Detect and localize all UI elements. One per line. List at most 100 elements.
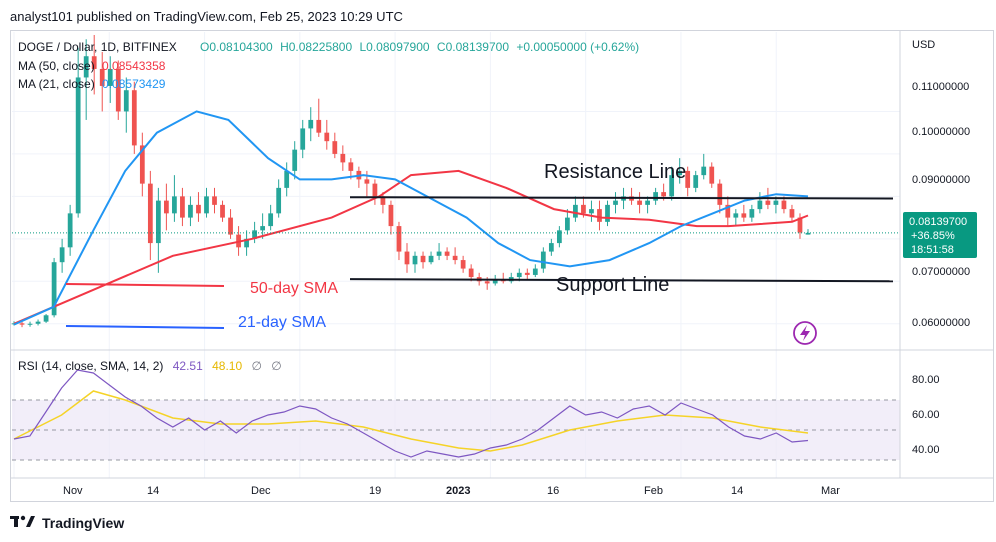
axes — [10, 30, 994, 479]
price-tick-4: 0.06000000 — [912, 317, 970, 329]
footer-brand[interactable]: TradingView — [10, 514, 124, 531]
sma21-label: 21-day SMA — [238, 314, 326, 331]
time-tick-3: 19 — [369, 485, 381, 497]
price-tick-1: 0.10000000 — [912, 126, 970, 138]
candle-body-21 — [180, 196, 185, 218]
legend-change: +0.00050000 (+0.62%) — [516, 40, 639, 54]
candle-body-19 — [164, 200, 169, 214]
legend-open: O0.08104300 — [200, 40, 273, 54]
candle-body-79 — [645, 200, 650, 205]
legend-ohlc: O0.08104300 H0.08225800 L0.08097900 C0.0… — [200, 40, 639, 54]
rsi-tick-1: 60.00 — [912, 409, 940, 421]
time-tick-1: 14 — [147, 485, 159, 497]
candle-body-90 — [733, 213, 739, 218]
candle-body-24 — [204, 196, 209, 214]
rsi-label: RSI (14, close, SMA, 14, 2) 42.51 48.10 … — [18, 359, 282, 373]
candle-body-26 — [220, 204, 225, 218]
time-tick-0: Nov — [63, 485, 83, 497]
candle-body-68 — [556, 230, 562, 244]
candle-body-48 — [396, 226, 402, 252]
publisher-header: analyst101 published on TradingView.com,… — [10, 9, 403, 24]
candle-body-2 — [27, 323, 33, 325]
resistance-line — [349, 196, 894, 200]
candle-body-38 — [316, 119, 322, 133]
moving-averages — [13, 110, 809, 326]
rsi-label-text: RSI (14, close, SMA, 14, 2) — [18, 359, 163, 373]
candle-body-3 — [35, 321, 41, 324]
candle-body-27 — [228, 217, 233, 235]
candle-body-46 — [380, 196, 386, 205]
candle-body-50 — [412, 255, 418, 265]
candle-body-64 — [524, 272, 530, 275]
candle-body-6 — [59, 247, 65, 263]
candle-body-89 — [725, 204, 731, 218]
candle-body-53 — [436, 251, 442, 256]
candle-body-36 — [300, 128, 306, 150]
candle-body-99 — [805, 232, 811, 235]
price-tick-0: 0.11000000 — [912, 81, 969, 93]
candle-body-97 — [789, 209, 795, 218]
time-tick-6: Feb — [644, 485, 663, 497]
candle-body-47 — [388, 204, 394, 227]
price-tag: 0.08139700 +36.85% 18:51:58 — [903, 212, 977, 258]
candle-body-31 — [260, 226, 266, 231]
candle-body-34 — [284, 170, 290, 188]
price-tick-3: 0.07000000 — [912, 266, 970, 278]
candle-body-30 — [252, 230, 257, 239]
price-axis-unit: USD — [912, 39, 935, 51]
candle-body-20 — [172, 196, 177, 214]
legend-low: L0.08097900 — [360, 40, 430, 54]
candle-body-39 — [324, 132, 330, 142]
sma50-legend-line — [65, 283, 225, 287]
candle-body-98 — [797, 217, 803, 233]
candle-body-11 — [99, 68, 105, 86]
sma21-legend-line — [65, 325, 225, 329]
candle-body-84 — [685, 170, 691, 188]
candle-body-45 — [372, 183, 378, 197]
candle-body-83 — [677, 170, 683, 176]
candle-body-92 — [749, 209, 755, 218]
ma21-line — [13, 110, 809, 326]
candle-body-5 — [51, 262, 57, 316]
candle-body-78 — [637, 200, 642, 205]
legend-ma50-label: MA (50, close) — [18, 59, 95, 73]
candle-body-4 — [43, 315, 49, 322]
rsi-empty-1: ∅ — [251, 359, 261, 373]
candle-body-22 — [188, 204, 193, 218]
footer-brand-text: TradingView — [42, 514, 125, 531]
candle-body-42 — [348, 162, 354, 171]
candle-body-23 — [196, 204, 201, 214]
candle-body-80 — [653, 192, 658, 201]
candle-body-12 — [107, 68, 113, 86]
rsi-line — [13, 369, 809, 458]
support-line — [349, 278, 894, 283]
legend-close: C0.08139700 — [437, 40, 509, 54]
candle-body-94 — [765, 200, 771, 205]
candle-body-35 — [292, 149, 298, 171]
legend-ma21-value: 0.08573429 — [102, 77, 166, 91]
candle-body-9 — [83, 56, 89, 78]
candle-body-1 — [19, 323, 25, 325]
candle-body-41 — [340, 153, 346, 163]
time-tick-4: 2023 — [446, 485, 470, 497]
candle-body-7 — [67, 213, 73, 248]
candle-body-16 — [139, 145, 145, 184]
lightning-icon[interactable] — [793, 321, 817, 345]
candle-body-13 — [115, 68, 121, 112]
tradingview-logo-icon — [10, 514, 36, 531]
rsi-empty-2: ∅ — [271, 359, 281, 373]
candle-body-29 — [244, 238, 249, 248]
legend-ma21-label: MA (21, close) — [18, 77, 95, 91]
candle-body-82 — [669, 175, 675, 197]
candle-body-59 — [484, 281, 490, 284]
candle-body-60 — [492, 279, 498, 284]
rsi-band — [12, 399, 900, 461]
candle-body-57 — [468, 268, 474, 278]
candle-body-15 — [131, 90, 137, 146]
price-tag-price: 0.08139700 — [909, 216, 967, 228]
legend-high: H0.08225800 — [280, 40, 352, 54]
rsi-lines — [13, 369, 809, 458]
candle-body-88 — [717, 183, 723, 205]
candle-body-14 — [123, 90, 129, 112]
